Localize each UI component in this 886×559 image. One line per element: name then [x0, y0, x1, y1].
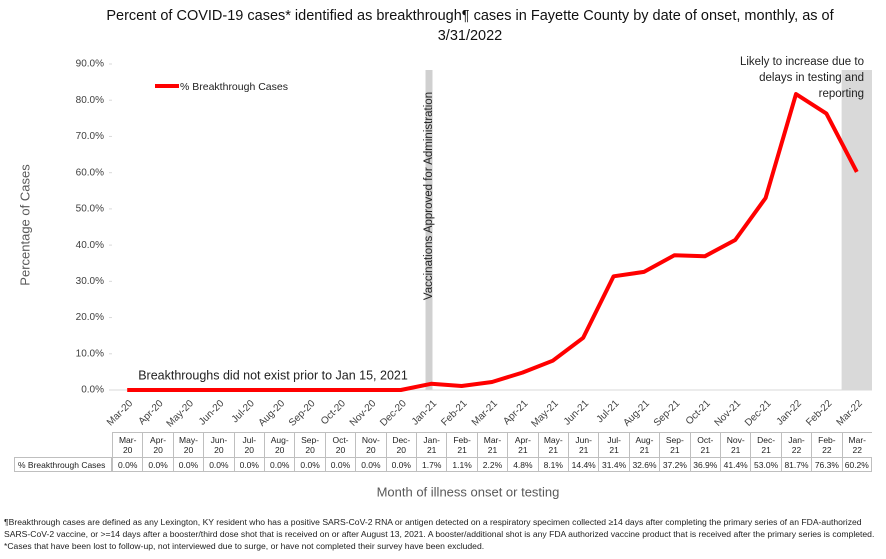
x-tick-label: Nov-20	[348, 398, 379, 429]
annotation: Breakthroughs did not exist prior to Jan…	[138, 368, 408, 382]
table-value: 0.0%	[203, 457, 234, 472]
y-tick-label: 80.0%	[76, 95, 104, 106]
x-tick-label: Jun-20	[197, 398, 227, 428]
x-tick-label: May-21	[529, 398, 561, 430]
shaded-region	[841, 70, 872, 390]
x-tick-label: Jun-21	[562, 398, 592, 428]
table-value: 14.4%	[568, 457, 599, 472]
table-header: Dec-21	[750, 432, 781, 457]
x-tick-label: Jul-21	[595, 398, 622, 425]
table-value: 0.0%	[112, 457, 143, 472]
table-value: 0.0%	[385, 457, 416, 472]
x-axis-label: Month of illness onset or testing	[377, 484, 560, 499]
table-value: 0.0%	[324, 457, 356, 472]
table-value: 0.0%	[142, 457, 173, 472]
footnote: ¶Breakthrough cases are defined as any L…	[4, 517, 875, 551]
x-tick-label: Jan-21	[410, 398, 440, 428]
table-value: 2.2%	[476, 457, 508, 472]
vaccination-marker	[425, 70, 433, 390]
y-tick-label: 90.0%	[76, 59, 104, 70]
table-value: 0.0%	[264, 457, 295, 472]
table-header: Mar-21	[476, 432, 508, 457]
y-tick-label: 10.0%	[76, 348, 104, 359]
x-tick-label: Oct-21	[684, 398, 713, 427]
y-tick-label: 70.0%	[76, 131, 104, 142]
table-header: Nov-21	[720, 432, 751, 457]
x-tick-label: Jul-20	[230, 398, 257, 425]
table-value: 37.2%	[659, 457, 690, 472]
x-tick-label: Apr-20	[137, 398, 166, 427]
y-tick-label: 50.0%	[76, 204, 104, 215]
x-tick-label: Aug-21	[621, 398, 652, 429]
x-tick-label: Feb-21	[439, 398, 469, 428]
x-tick-label: Oct-20	[319, 398, 348, 427]
legend-label: % Breakthrough Cases	[180, 81, 288, 93]
table-header: Jun-20	[203, 432, 234, 457]
x-tick-label: Mar-20	[105, 398, 135, 428]
table-value: 1.7%	[416, 457, 447, 472]
table-header: Jul-20	[233, 432, 264, 457]
y-tick-label: 20.0%	[76, 312, 104, 323]
y-tick-label: 30.0%	[76, 276, 104, 287]
y-tick-label: 40.0%	[76, 240, 104, 251]
y-tick-label: 60.0%	[76, 167, 104, 178]
table-header: Oct-21	[689, 432, 720, 457]
table-header: Aug-20	[264, 432, 295, 457]
table-value: 0.0%	[294, 457, 325, 472]
table-value: 53.0%	[750, 457, 781, 472]
table-header: Dec-20	[385, 432, 416, 457]
table-header: Apr-21	[507, 432, 538, 457]
y-tick-label: 0.0%	[81, 385, 104, 396]
table-header: Jan-22	[780, 432, 812, 457]
table-header: Apr-20	[142, 432, 173, 457]
table-value: 4.8%	[507, 457, 538, 472]
table-value: 31.4%	[598, 457, 629, 472]
table-value: 60.2%	[841, 457, 872, 472]
table-header: May-20	[172, 432, 204, 457]
y-axis-label: Percentage of Cases	[17, 164, 32, 286]
table-header: Jun-21	[568, 432, 599, 457]
table-value: 32.6%	[628, 457, 660, 472]
table-header: Sep-20	[294, 432, 325, 457]
table-header: Feb-22	[811, 432, 842, 457]
annotation: Vaccinations Approved for Administration	[423, 92, 435, 300]
table-value: 81.7%	[780, 457, 812, 472]
table-header: Jan-21	[416, 432, 447, 457]
table-header: Feb-21	[446, 432, 477, 457]
table-value: 36.9%	[689, 457, 720, 472]
table-header: Aug-21	[628, 432, 660, 457]
table-header: Mar-22	[841, 432, 872, 457]
table-row-header: % Breakthrough Cases	[14, 457, 112, 472]
table-value: 41.4%	[720, 457, 751, 472]
chart-title: Percent of COVID-19 cases* identified as…	[106, 8, 834, 44]
x-tick-label: Feb-22	[804, 398, 834, 428]
table-value: 0.0%	[172, 457, 204, 472]
x-tick-label: Dec-21	[743, 398, 774, 429]
table-header: Jul-21	[598, 432, 629, 457]
table-header: Mar-20	[112, 432, 143, 457]
data-line	[127, 92, 859, 392]
x-tick-label: Aug-20	[257, 398, 288, 429]
x-tick-label: Nov-21	[713, 398, 744, 429]
x-tick-label: Mar-21	[470, 398, 500, 428]
table-header: Nov-20	[355, 432, 386, 457]
x-tick-label: Apr-21	[501, 398, 530, 427]
x-tick-label: Sep-21	[652, 398, 683, 429]
table-header: Sep-21	[659, 432, 690, 457]
x-tick-label: May-20	[165, 398, 197, 430]
table-header: Oct-20	[324, 432, 356, 457]
table-value: 76.3%	[811, 457, 842, 472]
table-header: May-21	[537, 432, 568, 457]
table-value: 0.0%	[355, 457, 386, 472]
table-value: 1.1%	[446, 457, 477, 472]
x-tick-label: Mar-22	[835, 398, 865, 428]
table-value: 8.1%	[537, 457, 568, 472]
table-value: 0.0%	[233, 457, 264, 472]
x-tick-label: Sep-20	[287, 398, 318, 429]
annotation: Likely to increase due to delays in test…	[739, 56, 864, 100]
x-tick-label: Jan-22	[775, 398, 805, 428]
x-tick-label: Dec-20	[378, 398, 409, 429]
